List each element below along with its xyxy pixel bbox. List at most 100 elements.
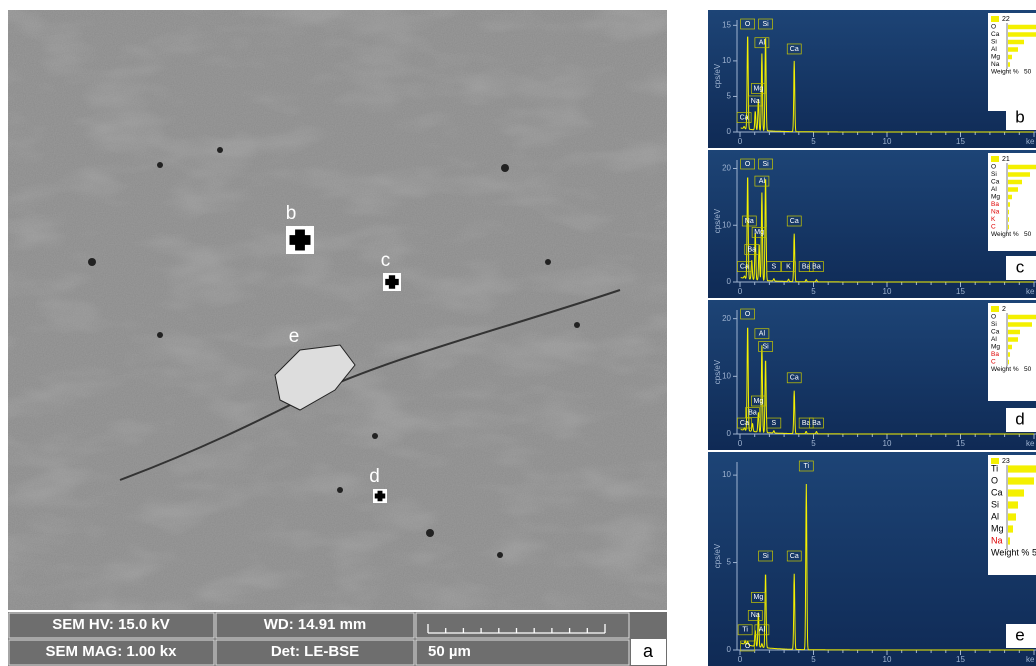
legend-bar: [1008, 337, 1018, 342]
legend-bar: [1008, 315, 1036, 320]
legend-bar: [1008, 537, 1010, 544]
legend-bar: [1008, 501, 1018, 508]
info-bar: SEM HV: 15.0 kVWD: 14.91 mmSEM MAG: 1.00…: [8, 612, 667, 666]
x-tick-label: 0: [738, 137, 743, 146]
legend-element: C: [991, 359, 996, 366]
peak-label: Si: [762, 343, 769, 350]
peak-label: Al: [759, 178, 766, 185]
legend-scale: 50: [1024, 366, 1032, 373]
legend-footer: Weight %: [991, 366, 1019, 373]
legend-bar: [1008, 180, 1022, 185]
info-text: SEM HV: 15.0 kV: [52, 616, 170, 633]
x-tick-label: 10: [883, 287, 892, 296]
legend-bar: [1008, 32, 1036, 37]
marker-label: c: [381, 250, 391, 271]
peak-label: Ti: [742, 627, 748, 634]
y-axis-label: cps/eV: [713, 208, 722, 233]
y-tick-label: 0: [727, 277, 732, 286]
peak-label: Mg: [754, 594, 764, 601]
peak-label: O: [745, 311, 751, 318]
y-tick-label: 20: [722, 314, 731, 323]
legend-bar: [1008, 477, 1034, 484]
y-axis-label: cps/eV: [713, 359, 722, 384]
legend-bar: [1008, 525, 1013, 532]
y-tick-label: 0: [727, 645, 732, 654]
legend-scale: 50: [1032, 547, 1036, 557]
y-tick-label: 10: [722, 371, 731, 380]
legend-element: K: [991, 216, 996, 223]
legend-footer: Weight %: [991, 69, 1019, 76]
legend-bar: [1008, 360, 1009, 365]
x-tick-label: 0: [738, 287, 743, 296]
peak-label: Ca: [740, 114, 749, 121]
legend-count: 2: [1002, 306, 1006, 313]
peak-label: Mg: [754, 398, 764, 405]
x-tick-label: 5: [811, 439, 816, 448]
legend-bar: [1008, 352, 1010, 357]
legend-element: O: [991, 164, 996, 171]
x-unit: ke: [1026, 137, 1035, 146]
x-tick-label: 10: [883, 439, 892, 448]
x-tick-label: 15: [956, 137, 965, 146]
legend-bar: [1008, 202, 1010, 207]
legend-bar: [1008, 225, 1009, 230]
y-tick-label: 5: [727, 92, 732, 101]
spectrum-bg: [708, 150, 1036, 298]
y-axis-label: cps/eV: [713, 543, 722, 568]
sem-image: bcedSEM HV: 15.0 kVWD: 14.91 mmSEM MAG: …: [8, 10, 667, 666]
legend-swatch: [991, 16, 999, 22]
y-tick-label: 10: [722, 220, 731, 229]
x-tick-label: 15: [956, 287, 965, 296]
legend-element: Ca: [991, 31, 1000, 38]
x-tick-label: 15: [956, 655, 965, 664]
y-axis-label: cps/eV: [713, 63, 722, 88]
y-tick-label: 20: [722, 164, 731, 173]
peak-label: Ca: [790, 218, 799, 225]
peak-label: Si: [762, 21, 769, 28]
legend-element: Na: [991, 61, 1000, 68]
peak-label: S: [771, 420, 776, 427]
x-tick-label: 10: [883, 655, 892, 664]
legend-element: Al: [991, 186, 997, 193]
panel-letter: c: [1016, 257, 1025, 276]
spectra: cps/eV051015051015keOSiAlCaMgNaCa22OCaSi…: [708, 10, 1036, 666]
legend-bar: [1008, 172, 1030, 177]
legend-element: Ba: [991, 201, 999, 208]
peak-label: Al: [759, 40, 766, 47]
legend-bar: [1008, 513, 1016, 520]
legend-element: C: [991, 224, 996, 231]
legend-element: Mg: [991, 54, 1000, 61]
peak-label: O: [745, 161, 751, 168]
legend-bar: [1008, 62, 1010, 67]
legend-bar: [1008, 25, 1036, 30]
x-tick-label: 5: [811, 287, 816, 296]
legend-scale: 50: [1024, 69, 1032, 76]
legend-element: Al: [991, 46, 997, 53]
panel-letter: e: [1015, 625, 1024, 644]
legend-bar: [1008, 40, 1024, 45]
legend-bar: [1008, 165, 1036, 170]
legend-bar: [1008, 322, 1032, 327]
y-tick-label: 15: [722, 20, 731, 29]
legend-element: Ca: [991, 487, 1003, 497]
info-text: Det: LE-BSE: [271, 643, 359, 660]
legend-element: Al: [991, 336, 997, 343]
peak-label: Ca: [740, 263, 749, 270]
legend-element: Si: [991, 171, 997, 178]
peak-label: Ca: [740, 420, 749, 427]
peak-label: Mg: [754, 229, 764, 236]
figure-canvas: bcedSEM HV: 15.0 kVWD: 14.91 mmSEM MAG: …: [0, 0, 1036, 666]
legend-footer: Weight %: [991, 547, 1029, 557]
peak-label: Ba: [747, 246, 756, 253]
legend-bar: [1008, 210, 1009, 215]
legend-element: Na: [991, 535, 1003, 545]
spectrum-panel: cps/eV01020051015keOSiAlCaNaMgBaCaSKBaBa…: [708, 150, 1036, 298]
y-tick-label: 10: [722, 56, 731, 65]
legend-element: Mg: [991, 523, 1004, 533]
legend-swatch: [991, 306, 999, 312]
peak-label: Ba: [748, 409, 757, 416]
peak-label: Al: [759, 627, 766, 634]
